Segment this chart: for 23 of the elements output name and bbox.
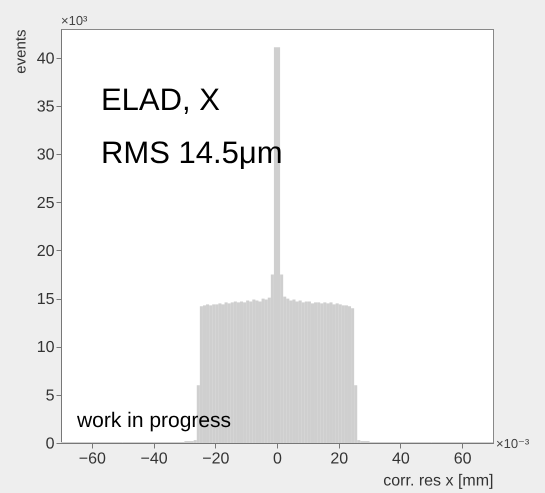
x-tick-label: 20	[330, 450, 348, 468]
y-tick-label: 0	[46, 436, 55, 452]
y-axis-title: events	[12, 30, 30, 74]
y-tick-label: 30	[36, 146, 55, 164]
annotation: work in progress	[76, 409, 232, 432]
x-tick-label: −60	[78, 450, 106, 468]
annotation: ELAD, X	[101, 82, 220, 117]
y-tick-label: 15	[36, 291, 55, 308]
y-tick-label: 20	[36, 242, 55, 260]
y-tick-label: 35	[36, 98, 55, 116]
text: ×10⁻³	[496, 436, 530, 451]
y-tick-label: 25	[36, 194, 55, 212]
y-tick-label: 10	[36, 339, 55, 356]
x-tick-label: 60	[454, 450, 472, 468]
y-tick-label: 5	[46, 387, 55, 404]
text: ×10³	[61, 13, 88, 28]
x-axis-title: corr. res x [mm]	[383, 472, 494, 490]
x-tick-label: 40	[392, 450, 410, 468]
y-tick-label: 40	[36, 50, 55, 68]
x-tick-label: −20	[202, 450, 230, 468]
annotation: RMS 14.5μm	[101, 135, 283, 170]
x-tick-label: −40	[140, 450, 168, 468]
x-tick-label: 0	[273, 450, 282, 468]
